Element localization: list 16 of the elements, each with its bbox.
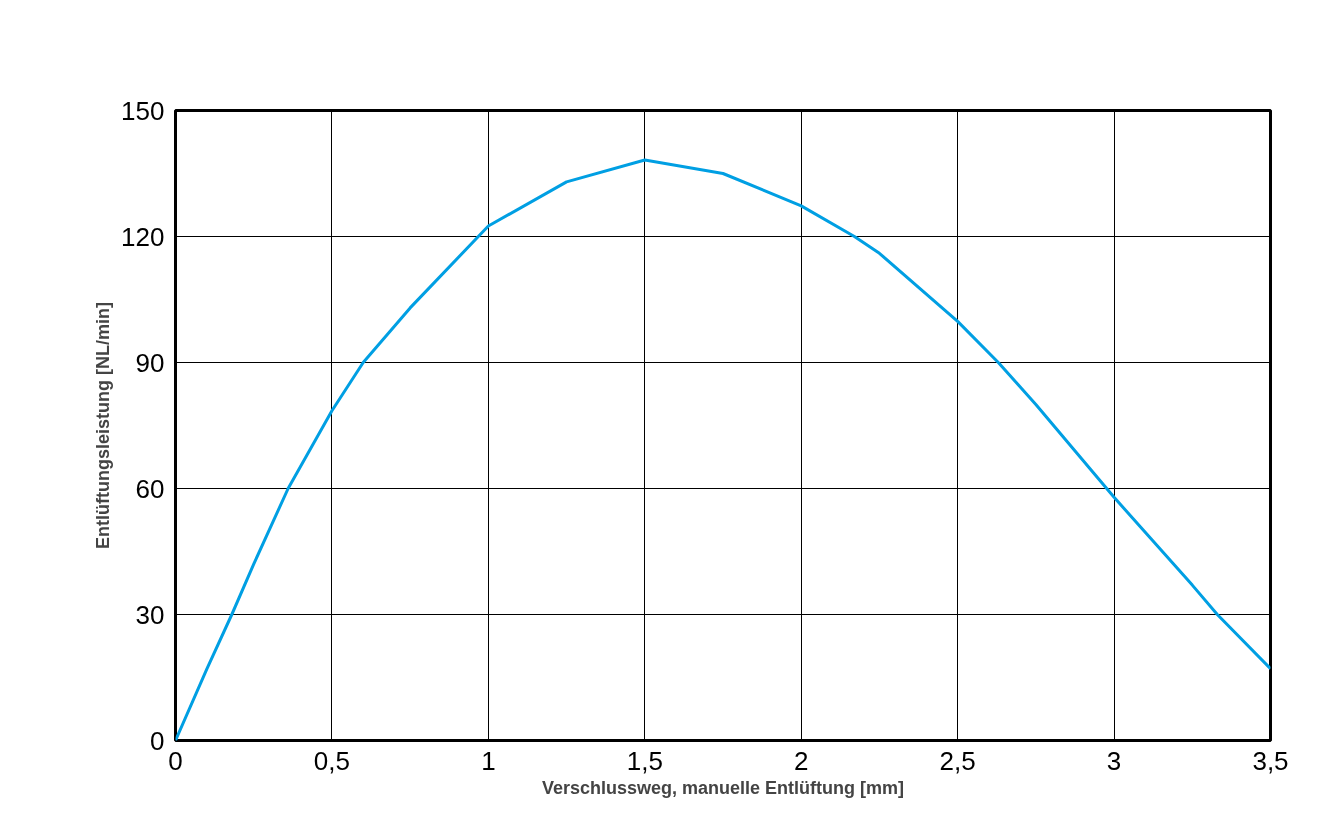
- x-tick-label: 0,5: [313, 745, 351, 776]
- y-tick-label: 150: [121, 95, 165, 126]
- y-tick-label: 0: [150, 725, 165, 756]
- line-series: [175, 158, 1271, 741]
- y-tick-label: 120: [121, 221, 165, 252]
- x-tick-label: 3: [1106, 745, 1122, 776]
- x-tick-label: 1: [481, 745, 496, 776]
- y-tick-label: 90: [135, 347, 165, 378]
- x-axis-title: Verschlussweg, manuelle Entlüftung [mm]: [541, 777, 905, 798]
- x-tick-label: 2: [793, 745, 809, 776]
- y-axis-title: Entlüftungsleistung [NL/min]: [93, 302, 114, 549]
- x-tick-label: 3,5: [1252, 745, 1289, 776]
- x-tick-label: 1,5: [626, 745, 663, 776]
- y-tick-label: 60: [135, 473, 165, 504]
- x-tick-label: 2,5: [939, 745, 976, 776]
- y-tick-label: 30: [135, 599, 165, 630]
